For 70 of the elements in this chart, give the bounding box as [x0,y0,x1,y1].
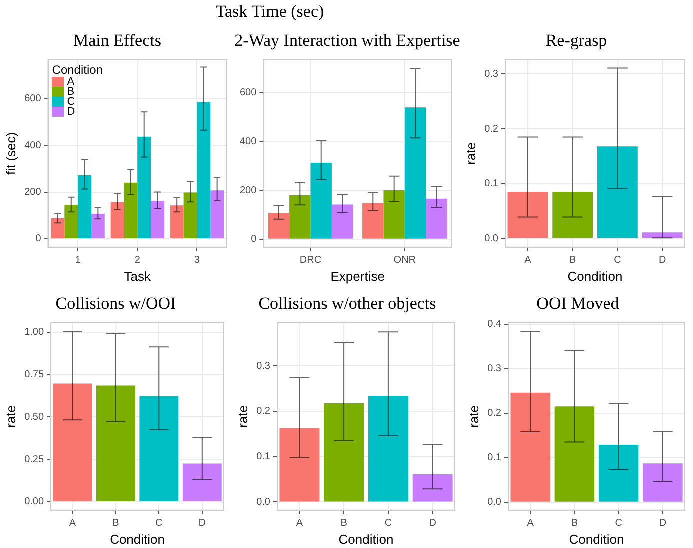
y-axis-title: rate [466,405,482,428]
x-axis-title: Condition [569,532,624,547]
x-tick-label: B [571,518,578,530]
chart-title: Re-grasp [544,30,608,51]
x-tick-label: A [69,518,76,530]
chart-title: Collisions w/OOI [54,293,178,314]
y-tick-label: 0.50 [24,412,44,423]
y-tick-label: 0.3 [484,68,499,80]
x-tick-label: 1 [75,255,82,266]
legend-label: C [67,96,76,108]
x-tick-label: C [614,255,622,266]
x-axis-title: Task [124,268,152,284]
y-tick-label: 0.2 [484,124,499,135]
y-tick-label: 0.4 [488,319,502,330]
x-tick-label: C [156,518,163,530]
y-tick-label: 400 [240,136,258,148]
x-tick-label: ONR [394,255,416,266]
y-tick-label: 0.2 [488,408,502,420]
y-tick-label: 600 [240,88,258,99]
text: Task Time (sec) [214,2,326,22]
y-axis-title: rate [235,405,250,428]
y-tick-label: 0.1 [488,452,502,464]
x-axis-title: Condition [568,268,623,284]
y-tick-label: 0.75 [24,369,44,380]
x-tick-label: A [296,518,304,530]
y-axis-title: rate [463,142,478,165]
y-tick-label: 0.0 [488,497,502,508]
y-tick-label: 1.00 [24,327,44,338]
y-tick-label: 0.3 [488,364,502,375]
chart-title: OOI Moved [536,293,620,314]
y-tick-label: 200 [240,185,258,196]
x-tick-label: C [615,518,622,530]
x-tick-label: 3 [194,255,200,266]
x-tick-label: D [429,518,436,530]
y-axis-title: fit (sec) [3,132,18,176]
x-axis-title: Condition [110,532,165,547]
y-tick-label: 0 [251,234,258,246]
x-tick-label: D [658,255,666,266]
y-tick-label: 200 [24,187,42,198]
y-tick-label: 0.2 [256,406,271,418]
y-tick-label: 600 [24,94,42,105]
y-tick-label: 0 [36,234,42,245]
y-tick-label: 0.1 [484,178,499,190]
y-tick-label: 0.0 [256,496,271,508]
y-tick-label: 0.00 [24,496,44,508]
legend-title: Condition [52,63,103,77]
x-tick-label: B [340,518,348,530]
chart-title: 2-Way Interaction with Expertise [234,30,460,51]
y-tick-label: 0.3 [256,360,271,372]
y-tick-label: 0.25 [24,454,44,466]
x-tick-label: B [569,255,576,266]
y-tick-label: 0.1 [256,452,271,463]
x-tick-label: A [527,518,534,530]
x-axis-title: Condition [338,532,394,547]
chart-title: Collisions w/other objects [258,293,438,314]
y-tick-label: 400 [24,140,42,152]
x-tick-label: B [112,518,120,530]
legend-label: B [67,86,75,98]
x-tick-label: C [384,518,392,530]
x-tick-label: D [198,518,206,530]
x-tick-label: 2 [134,255,141,266]
x-tick-label: A [524,255,532,266]
chart-title: Main Effects [72,30,162,51]
y-tick-label: 0.0 [484,233,499,244]
legend-label: D [67,106,76,118]
x-axis-title: Expertise [330,268,385,284]
legend-label: A [67,76,75,88]
x-tick-label: D [659,518,667,530]
y-axis-title: rate [3,405,18,428]
x-tick-label: DRC [300,255,322,266]
